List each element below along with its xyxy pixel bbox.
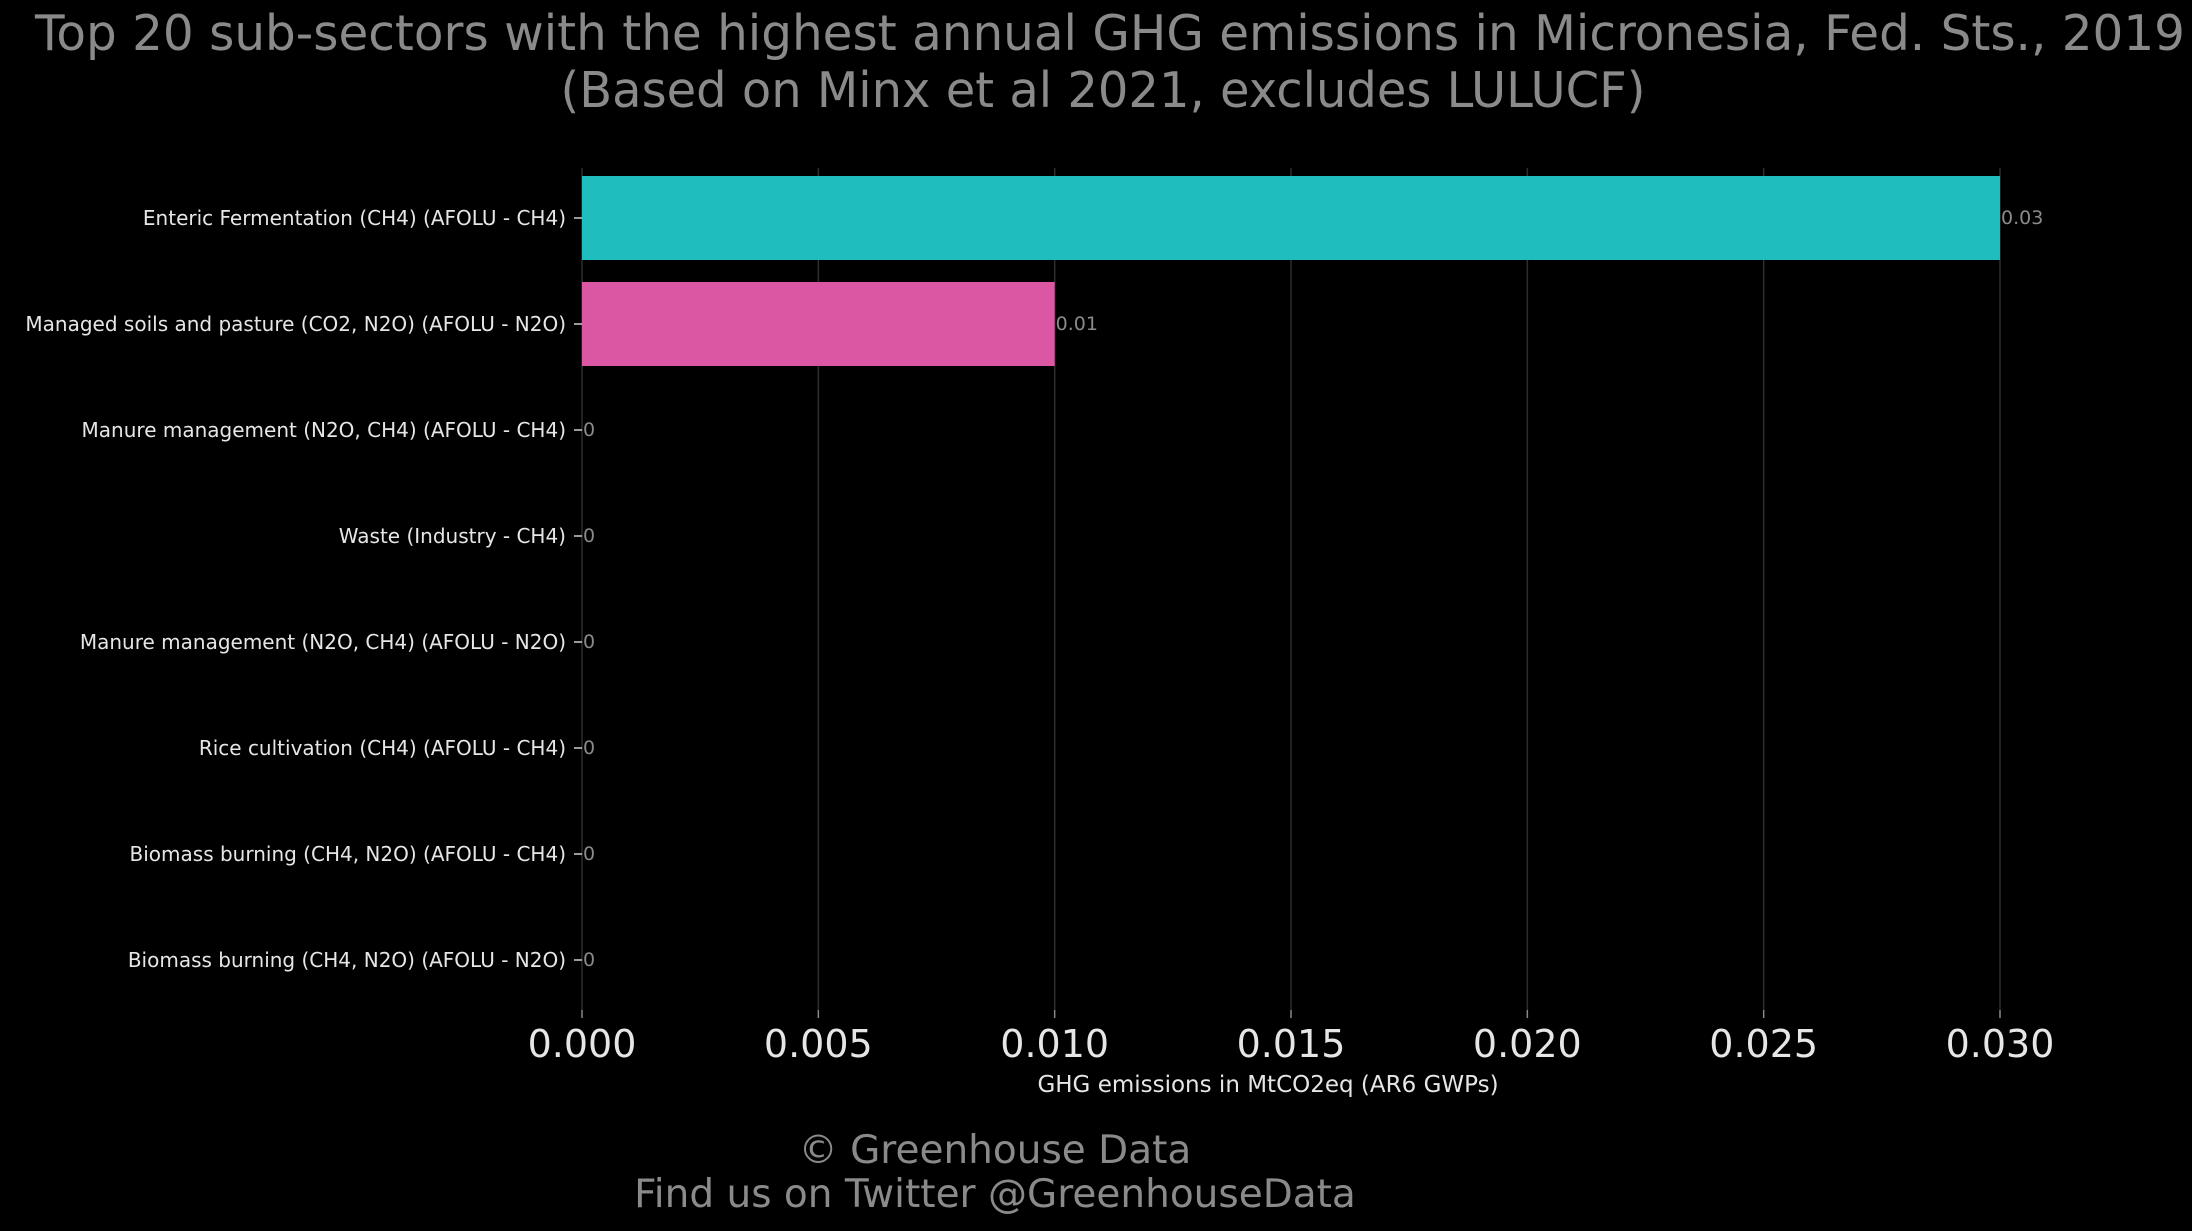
value-label: 0.01 bbox=[1056, 313, 1098, 335]
x-tick-label: 0.015 bbox=[1237, 1022, 1346, 1066]
bar bbox=[582, 282, 1055, 366]
category-label: Managed soils and pasture (CO2, N2O) (AF… bbox=[25, 312, 566, 336]
value-label: 0 bbox=[583, 419, 595, 441]
category-label: Biomass burning (CH4, N2O) (AFOLU - N2O) bbox=[128, 948, 566, 972]
plot-area: 0.000 0.005 0.010 0.015 0.020 0.025 0.030Enter… bbox=[25, 168, 2054, 1066]
chart-title: Top 20 sub-sectors with the highest annu… bbox=[34, 5, 2185, 62]
category-label: Waste (Industry - CH4) bbox=[339, 524, 566, 548]
x-axis-label: GHG emissions in MtCO2eq (AR6 GWPs) bbox=[1037, 1072, 1498, 1098]
x-tick-label: 0.020 bbox=[1473, 1022, 1582, 1066]
twitter-footer: Find us on Twitter @GreenhouseData bbox=[634, 1172, 1356, 1217]
x-tick-label: 0.025 bbox=[1709, 1022, 1818, 1066]
x-tick-label: 0.010 bbox=[1000, 1022, 1109, 1066]
value-label: 0 bbox=[583, 631, 595, 653]
x-tick-label: 0.005 bbox=[764, 1022, 873, 1066]
value-label: 0 bbox=[583, 843, 595, 865]
value-label: 0.03 bbox=[2001, 207, 2043, 229]
category-label: Enteric Fermentation (CH4) (AFOLU - CH4) bbox=[143, 206, 566, 230]
value-label: 0 bbox=[583, 525, 595, 547]
category-label: Manure management (N2O, CH4) (AFOLU - CH… bbox=[82, 418, 566, 442]
bar bbox=[582, 176, 2000, 260]
copyright-footer: © Greenhouse Data bbox=[799, 1128, 1192, 1173]
category-label: Manure management (N2O, CH4) (AFOLU - N2… bbox=[80, 630, 566, 654]
x-tick-label: 0.030 bbox=[1946, 1022, 2055, 1066]
category-label: Rice cultivation (CH4) (AFOLU - CH4) bbox=[199, 736, 566, 760]
value-label: 0 bbox=[583, 949, 595, 971]
category-label: Biomass burning (CH4, N2O) (AFOLU - CH4) bbox=[130, 842, 566, 866]
x-tick-label: 0.000 bbox=[528, 1022, 637, 1066]
value-label: 0 bbox=[583, 737, 595, 759]
chart-subtitle: (Based on Minx et al 2021, excludes LULU… bbox=[561, 62, 1646, 119]
